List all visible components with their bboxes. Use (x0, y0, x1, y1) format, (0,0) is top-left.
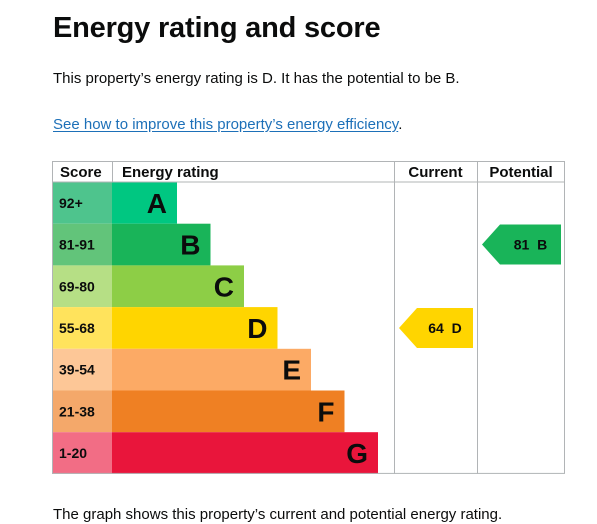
rating-bar-e (112, 348, 311, 391)
rating-bar-f (112, 390, 345, 433)
header-current: Current (408, 164, 462, 181)
graph-description: The graph shows this property’s current … (53, 506, 503, 523)
rating-bar-a (112, 182, 177, 224)
header-score: Score (60, 164, 102, 181)
score-cell-e (52, 348, 112, 391)
score-cell-d (52, 307, 112, 349)
score-range-f: 21-38 (59, 403, 95, 419)
header-potential: Potential (489, 164, 552, 181)
rating-letter-e: E (282, 355, 301, 386)
rating-letter-a: A (147, 188, 167, 219)
improve-link-period: . (398, 116, 403, 133)
potential-rating-label: 81 B (514, 237, 547, 253)
rating-bar-c (112, 265, 244, 308)
score-range-d: 55-68 (59, 320, 95, 336)
score-range-b: 81-91 (59, 237, 95, 253)
rating-bar-d (112, 307, 278, 349)
score-cell-c (52, 265, 112, 308)
chart-border (52, 161, 565, 474)
score-range-g: 1-20 (59, 445, 87, 461)
rating-bar-b (112, 223, 211, 266)
score-cell-a (52, 182, 112, 224)
rating-letter-g: G (346, 438, 368, 469)
score-range-e: 39-54 (59, 362, 95, 378)
rating-letter-d: D (247, 313, 267, 344)
potential-rating-arrow (482, 224, 561, 265)
header-energy-rating: Energy rating (122, 164, 219, 181)
improve-efficiency-link[interactable]: See how to improve this property’s energ… (53, 116, 399, 133)
score-cell-b (52, 223, 112, 266)
improve-link-line: See how to improve this property’s energ… (53, 115, 402, 135)
rating-summary: This property’s energy rating is D. It h… (53, 70, 460, 87)
current-rating-label: 64 D (428, 320, 461, 336)
score-cell-g (52, 432, 112, 474)
rating-letter-f: F (317, 396, 334, 427)
rating-letter-c: C (214, 271, 234, 302)
score-cell-f (52, 390, 112, 433)
page-title: Energy rating and score (53, 12, 381, 44)
rating-letter-b: B (180, 230, 200, 261)
current-rating-arrow (399, 307, 473, 348)
score-range-a: 92+ (59, 195, 83, 211)
rating-bar-g (112, 432, 378, 474)
score-range-c: 69-80 (59, 278, 95, 294)
